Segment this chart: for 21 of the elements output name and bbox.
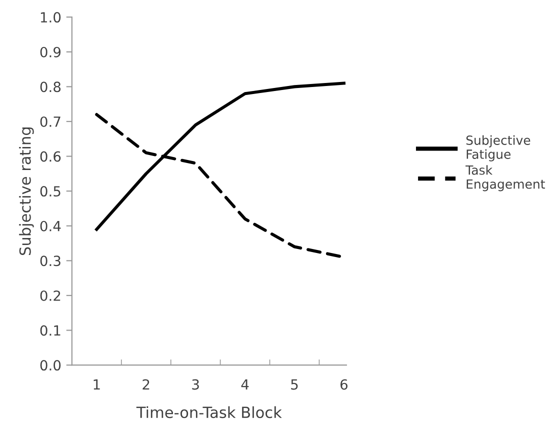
y-axis-title: Subjective rating: [19, 128, 34, 256]
x-tick-label: 4: [241, 379, 249, 390]
y-tick-label: 0.4: [40, 220, 61, 232]
y-tick-label: 0.2: [40, 290, 60, 301]
legend-label: Subjective Fatigue: [466, 135, 530, 162]
y-tick-label: 0.9: [40, 46, 61, 58]
y-tick-label: 0.3: [40, 256, 60, 266]
y-tick-label: 0.6: [40, 151, 61, 162]
x-axis-title: Time-on-Task Block: [136, 406, 282, 418]
x-tick-label: 3: [192, 379, 199, 390]
y-tick-label: 0.1: [40, 325, 60, 336]
x-tick-label: 2: [142, 379, 150, 390]
legend-label: Task Engagement: [466, 165, 545, 192]
y-tick-label: 0.0: [40, 360, 61, 371]
y-tick-label: 0.5: [40, 186, 60, 197]
x-tick-label: 5: [291, 379, 298, 390]
y-tick-label: 1.0: [40, 12, 61, 23]
x-tick-label: 1: [94, 379, 100, 390]
y-tick-label: 0.7: [40, 116, 60, 127]
y-tick-label: 0.8: [40, 82, 61, 92]
x-tick-label: 6: [340, 379, 348, 390]
